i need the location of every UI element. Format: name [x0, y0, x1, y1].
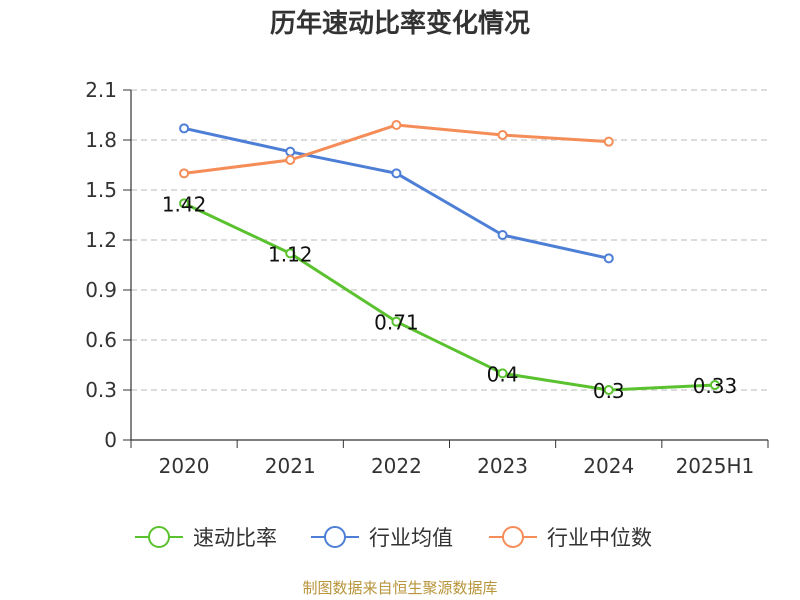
data-point [497, 130, 508, 140]
legend-item: 行业均值 [311, 526, 453, 550]
series-1 [179, 123, 614, 264]
data-labels: 1.42 1.12 0.71 0.4 0.3 0.33 [162, 192, 737, 403]
data-point [603, 253, 614, 264]
data-point [391, 120, 402, 130]
series-0 [179, 198, 720, 395]
data-point [285, 248, 296, 259]
axes: 0 0.3 0.6 0.9 1.2 1.5 1.8 2.1 2020 2021 2022 2023 20… [85, 78, 769, 478]
x-tick-label: 2020 [159, 454, 210, 478]
x-tick-label: 2022 [371, 454, 422, 478]
data-label: 0.4 [487, 362, 519, 386]
source-note: 制图数据来自恒生聚源数据库 [302, 579, 497, 597]
chart-title: 历年速动比率变化情况 [270, 8, 530, 39]
y-tick-label: 1.8 [85, 128, 117, 152]
x-tick-label: 2025H1 [676, 454, 755, 478]
data-label: 1.12 [268, 242, 313, 266]
data-point [497, 368, 508, 379]
data-point [285, 155, 296, 165]
data-point [285, 146, 296, 157]
data-point [497, 230, 508, 240]
series-lines [179, 120, 720, 395]
legend-marker [148, 526, 170, 548]
x-tick-label: 2021 [265, 454, 316, 478]
y-tick-label: 0.3 [85, 378, 117, 402]
series-line [183, 201, 715, 392]
data-point [179, 123, 190, 134]
data-point [603, 136, 614, 147]
x-tick-label: 2023 [477, 454, 528, 478]
legend-label: 行业中位数 [547, 526, 652, 550]
data-label: 0.33 [693, 374, 738, 398]
legend-marker [324, 526, 346, 548]
x-tick-label: 2024 [583, 454, 634, 478]
legend: 速动比率 行业均值 行业中位数 [135, 526, 652, 550]
data-point [391, 168, 402, 179]
y-tick-label: 1.5 [85, 178, 117, 202]
data-point [603, 385, 614, 395]
data-label: 1.42 [162, 192, 207, 216]
y-tick-label: 0.9 [85, 278, 117, 302]
data-point [179, 168, 190, 179]
data-label: 0.3 [593, 379, 625, 403]
y-tick-label: 0.6 [85, 328, 117, 352]
legend-label: 行业均值 [369, 526, 453, 550]
y-tick-label: 2.1 [85, 78, 117, 102]
series-2 [179, 120, 614, 179]
data-point [391, 316, 402, 327]
legend-item: 速动比率 [135, 526, 277, 550]
legend-marker [502, 526, 524, 548]
y-tick-label: 0 [104, 428, 117, 452]
data-point [709, 380, 720, 390]
series-line [183, 123, 609, 175]
y-tick-label: 1.2 [85, 228, 117, 252]
legend-item: 行业中位数 [489, 526, 652, 550]
data-label: 0.71 [374, 311, 419, 335]
legend-label: 速动比率 [193, 526, 277, 550]
grid-lines [131, 89, 768, 391]
data-point [179, 198, 190, 209]
series-line [183, 126, 610, 260]
